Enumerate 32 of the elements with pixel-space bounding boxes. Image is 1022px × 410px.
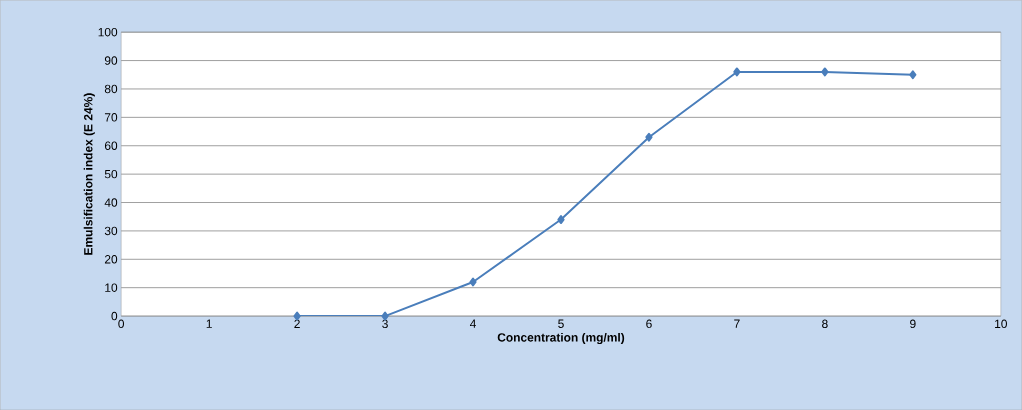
y-tick-label: 10 <box>105 283 118 292</box>
y-tick-label: 30 <box>104 226 118 236</box>
y-tick-label: 70 <box>104 113 118 122</box>
point <box>733 67 741 77</box>
point <box>557 214 565 224</box>
point <box>821 67 829 77</box>
y-tick-label: 0 <box>111 311 118 321</box>
y-tick-label: 60 <box>104 141 118 150</box>
x-tick-label: 4 <box>469 319 476 328</box>
point <box>469 277 477 287</box>
x-tick-label: 6 <box>646 319 652 328</box>
x-tick-label: 1 <box>206 319 212 328</box>
x-tick-label: 3 <box>382 319 388 328</box>
x-tick-label: 8 <box>822 319 828 328</box>
point <box>381 311 389 321</box>
y-axis-title: Emulsification index (E 24%) <box>83 93 95 255</box>
y-tick-label: 40 <box>104 198 118 207</box>
y-tick-label: 50 <box>104 169 118 179</box>
point <box>645 132 653 142</box>
x-tick-label: 5 <box>558 319 564 328</box>
y-tick-label: 20 <box>104 254 118 264</box>
x-tick-label: 7 <box>734 319 740 328</box>
y-tick-label: 90 <box>104 56 118 65</box>
point <box>293 311 301 321</box>
x-tick-label: 9 <box>910 319 916 328</box>
x-tick-label: 0 <box>118 319 125 328</box>
point <box>909 70 917 80</box>
y-tick-label: 80 <box>104 84 118 94</box>
x-tick-label: 10 <box>995 319 1007 328</box>
x-tick-label: 2 <box>294 319 300 328</box>
x-axis-title: Concentration (mg/ml) <box>497 332 625 344</box>
y-tick-label: 100 <box>98 27 118 37</box>
